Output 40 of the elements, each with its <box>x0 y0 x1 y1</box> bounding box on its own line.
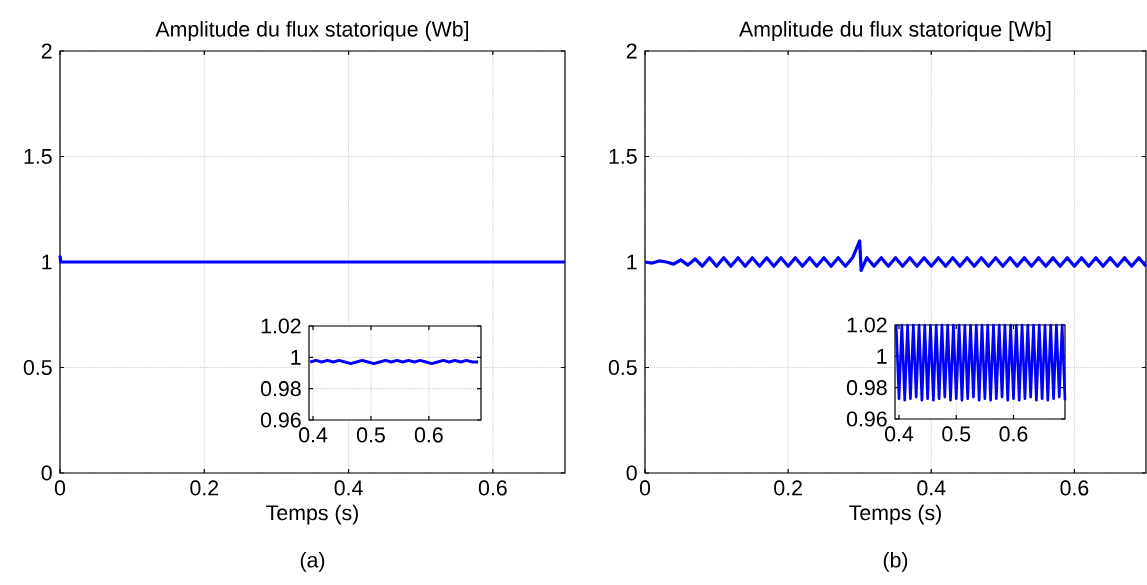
x-tick-label: 0.6 <box>478 480 507 496</box>
x-tick-label: 0.6 <box>999 426 1028 442</box>
x-axis-title: Temps (s) <box>266 504 358 525</box>
x-tick-label: 0 <box>54 480 66 496</box>
chart-title: Amplitude du flux statorique [Wb] <box>739 21 1051 41</box>
line-series <box>894 323 1067 402</box>
y-tick-label: 0 <box>626 465 637 481</box>
y-tick-label: 1 <box>627 254 637 270</box>
y-tick-label: 2 <box>626 43 637 59</box>
y-tick-label: 1.02 <box>261 318 301 334</box>
x-tick-label: 0.6 <box>414 427 443 443</box>
y-tick-label: 1.02 <box>847 317 887 333</box>
y-tick-label: 0.98 <box>846 380 887 396</box>
y-tick-label: 1 <box>291 349 301 365</box>
x-tick-label: 0.4 <box>885 426 914 442</box>
x-axis-title: Temps (s) <box>849 504 941 525</box>
text: (a) <box>300 551 325 572</box>
y-tick-label: 1.5 <box>609 149 637 164</box>
x-tick-label: 0.5 <box>942 426 971 442</box>
x-tick-label: 0 <box>639 480 651 496</box>
y-tick-label: 0.98 <box>260 381 301 397</box>
x-tick-label: 0.6 <box>1060 480 1089 496</box>
y-tick-label: 1 <box>42 254 52 270</box>
y-tick-label: 0.96 <box>260 412 301 428</box>
x-tick-label: 0.4 <box>299 427 328 443</box>
y-tick-label: 1.5 <box>24 149 52 164</box>
chart-title: Amplitude du flux statorique (Wb] <box>155 21 469 41</box>
x-tick-label: 0.4 <box>334 480 363 496</box>
y-tick-label: 1 <box>877 348 887 364</box>
y-tick-label: 0.96 <box>846 411 887 427</box>
y-tick-label: 2 <box>41 43 52 59</box>
y-tick-label: 0 <box>41 465 52 481</box>
x-tick-label: 0.2 <box>190 480 219 496</box>
text: (b) <box>883 551 908 572</box>
x-tick-label: 0.5 <box>356 427 385 443</box>
y-tick-label: 0.5 <box>23 359 52 376</box>
x-tick-label: 0.2 <box>774 480 802 496</box>
x-tick-label: 0.4 <box>917 480 946 496</box>
line-series <box>643 239 1147 273</box>
y-tick-label: 0.5 <box>608 359 637 376</box>
